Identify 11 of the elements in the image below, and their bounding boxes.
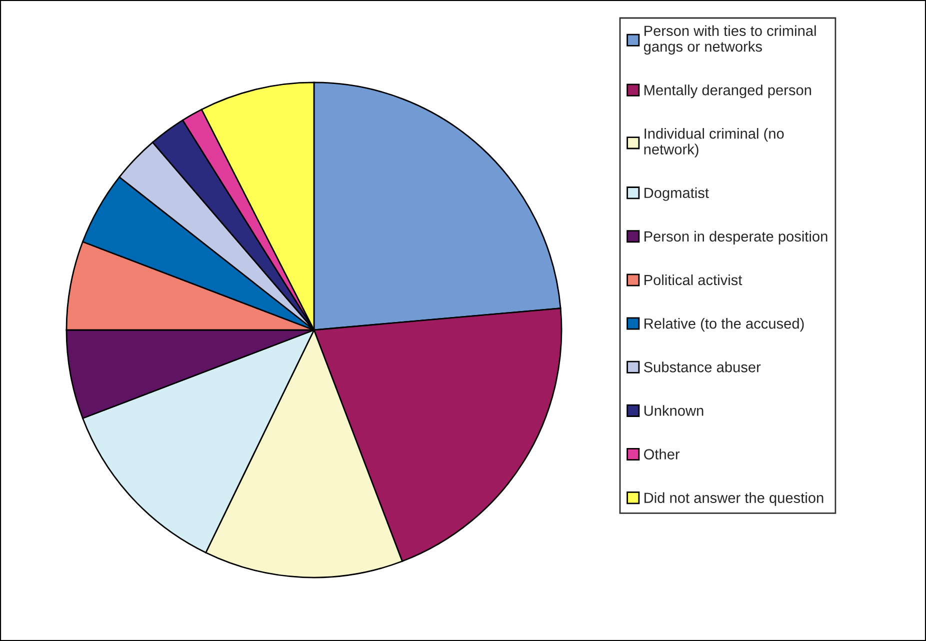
legend-label: Relative (to the accused) (644, 318, 804, 332)
legend-label: Person in desperate position (644, 230, 828, 244)
legend-label: Substance abuser (644, 362, 761, 372)
legend-label: Political activist (644, 274, 742, 286)
legend-label: Individual criminal (no network) (644, 128, 784, 158)
legend-label: Other (644, 448, 680, 460)
legend-label: Mentally deranged person (644, 84, 812, 98)
legend-label: Unknown (644, 405, 704, 416)
legend-label: Dogmatist (644, 187, 709, 201)
legend-label: Did not answer the question (644, 492, 824, 506)
legend-label: Person with ties to criminal gangs or networks (644, 25, 816, 55)
